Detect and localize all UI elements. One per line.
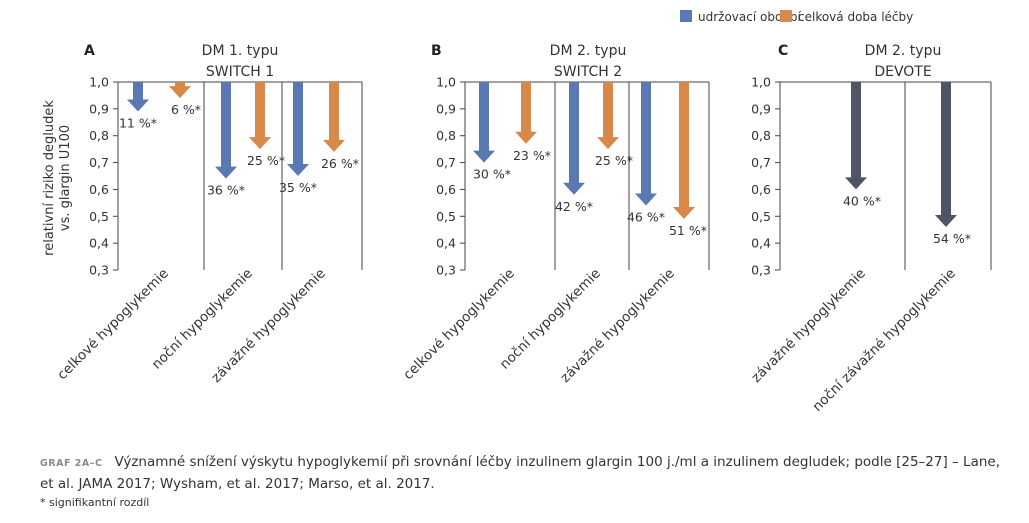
y-tick-label: 0,9 [436, 101, 456, 116]
data-label: 30 %* [473, 167, 511, 182]
y-tick-label: 0,3 [89, 263, 109, 278]
y-tick-label: 0,7 [89, 155, 109, 170]
data-label: 54 %* [933, 231, 971, 246]
y-tick-label: 0,5 [89, 209, 109, 224]
data-label: 25 %* [595, 153, 633, 168]
figure-caption: GRAF 2A–C Významné snížení výskytu hypogl… [40, 452, 1015, 494]
y-tick-label: 0,6 [436, 182, 456, 197]
panel-letter: B [431, 43, 442, 59]
y-axis-label: relativní riziko degludek [42, 100, 57, 256]
y-tick-label: 1,0 [751, 75, 771, 90]
y-tick-label: 0,9 [751, 101, 771, 116]
y-tick-label: 0,6 [751, 182, 771, 197]
data-label: 51 %* [669, 223, 707, 238]
legend-swatch [780, 10, 792, 22]
legend-label: celková doba léčby [798, 10, 913, 24]
y-tick-label: 0,8 [89, 128, 109, 143]
panel-subtitle: DEVOTE [874, 64, 931, 80]
data-label: 25 %* [247, 153, 285, 168]
panel-title: DM 2. typu [550, 43, 627, 59]
data-label: 40 %* [843, 193, 881, 208]
bar-arrow [563, 82, 585, 195]
bar-arrow [249, 82, 271, 149]
y-tick-label: 0,4 [436, 236, 456, 251]
y-tick-label: 0,5 [436, 209, 456, 224]
data-label: 36 %* [207, 183, 245, 198]
x-tick-label: noční závažné hypoglykemie [809, 266, 958, 415]
bar-arrow [845, 82, 867, 189]
y-axis-label: vs. glargin U100 [58, 125, 73, 231]
y-tick-label: 0,8 [436, 128, 456, 143]
panel-letter: A [84, 43, 95, 59]
bar-arrow [473, 82, 495, 163]
y-tick-label: 0,4 [751, 236, 771, 251]
panel-subtitle: SWITCH 1 [206, 64, 274, 80]
y-tick-label: 0,3 [436, 263, 456, 278]
y-tick-label: 0,9 [89, 101, 109, 116]
y-tick-label: 0,3 [751, 263, 771, 278]
y-tick-label: 1,0 [89, 75, 109, 90]
y-tick-label: 0,7 [436, 155, 456, 170]
y-tick-label: 0,7 [751, 155, 771, 170]
data-label: 11 %* [119, 116, 157, 131]
y-tick-label: 0,6 [89, 182, 109, 197]
data-label: 46 %* [627, 210, 665, 225]
y-tick-label: 0,5 [751, 209, 771, 224]
data-label: 23 %* [513, 148, 551, 163]
data-label: 6 %* [171, 102, 201, 117]
data-label: 35 %* [279, 180, 317, 195]
panel-subtitle: SWITCH 2 [554, 64, 622, 80]
legend-swatch [680, 10, 692, 22]
data-label: 42 %* [555, 199, 593, 214]
caption-tag: GRAF 2A–C [40, 458, 102, 469]
y-tick-label: 0,4 [89, 236, 109, 251]
bar-arrow [127, 82, 149, 112]
bar-arrow [323, 82, 345, 152]
panel-title: DM 1. typu [202, 43, 279, 59]
y-tick-label: 1,0 [436, 75, 456, 90]
caption-text: Významné snížení výskytu hypoglykemií př… [40, 454, 1000, 492]
panel-title: DM 2. typu [865, 43, 942, 59]
bar-arrow [515, 82, 537, 144]
bar-arrow [673, 82, 695, 219]
bar-arrow [215, 82, 237, 179]
bar-arrow [169, 82, 191, 98]
panel-letter: C [778, 43, 788, 59]
data-label: 26 %* [321, 156, 359, 171]
y-tick-label: 0,8 [751, 128, 771, 143]
bar-arrow [287, 82, 309, 176]
bar-arrow [935, 82, 957, 227]
bar-arrow [597, 82, 619, 149]
bar-arrow [635, 82, 657, 206]
footnote: * signifikantní rozdíl [40, 496, 149, 509]
